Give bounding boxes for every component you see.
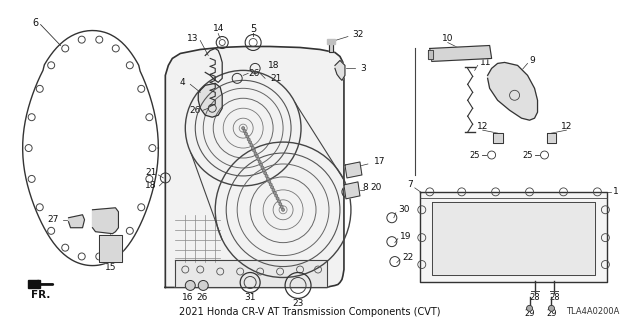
Text: 32: 32 <box>352 30 364 39</box>
Circle shape <box>280 205 284 208</box>
Circle shape <box>266 177 269 180</box>
Text: 29: 29 <box>547 309 557 318</box>
Text: 13: 13 <box>187 34 198 43</box>
Text: 22: 22 <box>403 253 414 262</box>
Text: 6: 6 <box>33 18 38 28</box>
Circle shape <box>548 305 554 311</box>
Polygon shape <box>28 280 40 288</box>
Text: 20: 20 <box>370 183 381 192</box>
Circle shape <box>278 200 280 203</box>
Circle shape <box>248 141 252 144</box>
Text: 15: 15 <box>105 263 116 272</box>
Text: 18: 18 <box>145 181 156 190</box>
Circle shape <box>242 127 244 130</box>
Polygon shape <box>547 133 557 143</box>
Text: TLA4A0200A: TLA4A0200A <box>566 307 620 316</box>
Polygon shape <box>432 202 595 276</box>
Circle shape <box>268 180 271 183</box>
Text: 18: 18 <box>268 61 280 70</box>
Polygon shape <box>430 45 492 61</box>
Polygon shape <box>99 235 122 261</box>
Circle shape <box>246 135 249 138</box>
Text: 28: 28 <box>549 293 560 302</box>
Text: FR.: FR. <box>31 291 51 300</box>
Polygon shape <box>428 51 433 60</box>
Circle shape <box>186 280 195 291</box>
Circle shape <box>198 280 208 291</box>
Text: 3: 3 <box>360 64 365 73</box>
Circle shape <box>254 152 257 155</box>
Circle shape <box>269 183 272 186</box>
Text: 23: 23 <box>292 299 304 308</box>
Text: 21: 21 <box>270 74 282 83</box>
Text: 21: 21 <box>145 168 156 178</box>
Text: 27: 27 <box>47 215 59 224</box>
Circle shape <box>275 194 278 197</box>
Polygon shape <box>93 208 118 234</box>
Text: 26: 26 <box>248 69 260 78</box>
Polygon shape <box>329 41 333 52</box>
Circle shape <box>279 203 282 206</box>
Polygon shape <box>493 133 502 143</box>
Text: 14: 14 <box>212 24 224 33</box>
Polygon shape <box>327 38 335 44</box>
Circle shape <box>271 186 273 189</box>
Polygon shape <box>420 192 607 283</box>
Polygon shape <box>345 162 362 178</box>
Text: 9: 9 <box>529 56 535 65</box>
Text: 19: 19 <box>400 232 412 241</box>
Polygon shape <box>335 60 345 80</box>
Text: 26: 26 <box>196 293 208 302</box>
Polygon shape <box>165 46 344 287</box>
Circle shape <box>243 130 246 132</box>
Text: 12: 12 <box>477 122 488 131</box>
Polygon shape <box>175 260 327 287</box>
Text: 24: 24 <box>110 235 121 244</box>
Circle shape <box>252 146 254 149</box>
Polygon shape <box>344 182 360 199</box>
Text: 11: 11 <box>479 58 491 67</box>
Circle shape <box>247 138 250 141</box>
Text: 17: 17 <box>374 157 385 166</box>
Circle shape <box>272 188 275 192</box>
Text: 26: 26 <box>189 106 200 115</box>
Circle shape <box>250 144 253 147</box>
Text: 31: 31 <box>244 293 256 302</box>
Text: 25: 25 <box>469 150 479 160</box>
Circle shape <box>262 169 266 172</box>
Polygon shape <box>488 62 538 120</box>
Circle shape <box>273 191 276 194</box>
Polygon shape <box>68 215 84 228</box>
Circle shape <box>258 160 261 164</box>
Text: 10: 10 <box>442 34 454 43</box>
Circle shape <box>257 158 260 161</box>
Text: 30: 30 <box>398 205 410 214</box>
Text: 29: 29 <box>524 309 535 318</box>
Circle shape <box>255 155 259 158</box>
Text: 4: 4 <box>180 78 186 87</box>
Text: 1: 1 <box>613 188 619 196</box>
Text: 16: 16 <box>182 293 193 302</box>
Text: 28: 28 <box>529 293 540 302</box>
Text: 8: 8 <box>362 183 367 192</box>
Text: 12: 12 <box>561 122 572 131</box>
Text: 2021 Honda CR-V AT Transmission Components (CVT): 2021 Honda CR-V AT Transmission Componen… <box>179 307 441 317</box>
Text: 5: 5 <box>250 24 256 34</box>
Circle shape <box>260 163 262 166</box>
Circle shape <box>253 149 255 152</box>
Circle shape <box>264 172 267 175</box>
Circle shape <box>265 174 268 178</box>
Circle shape <box>282 208 285 211</box>
Text: 7: 7 <box>407 180 413 189</box>
Circle shape <box>527 305 532 311</box>
Circle shape <box>261 166 264 169</box>
Text: 25: 25 <box>522 150 532 160</box>
Polygon shape <box>198 83 222 117</box>
Circle shape <box>276 197 279 200</box>
Circle shape <box>244 132 248 135</box>
